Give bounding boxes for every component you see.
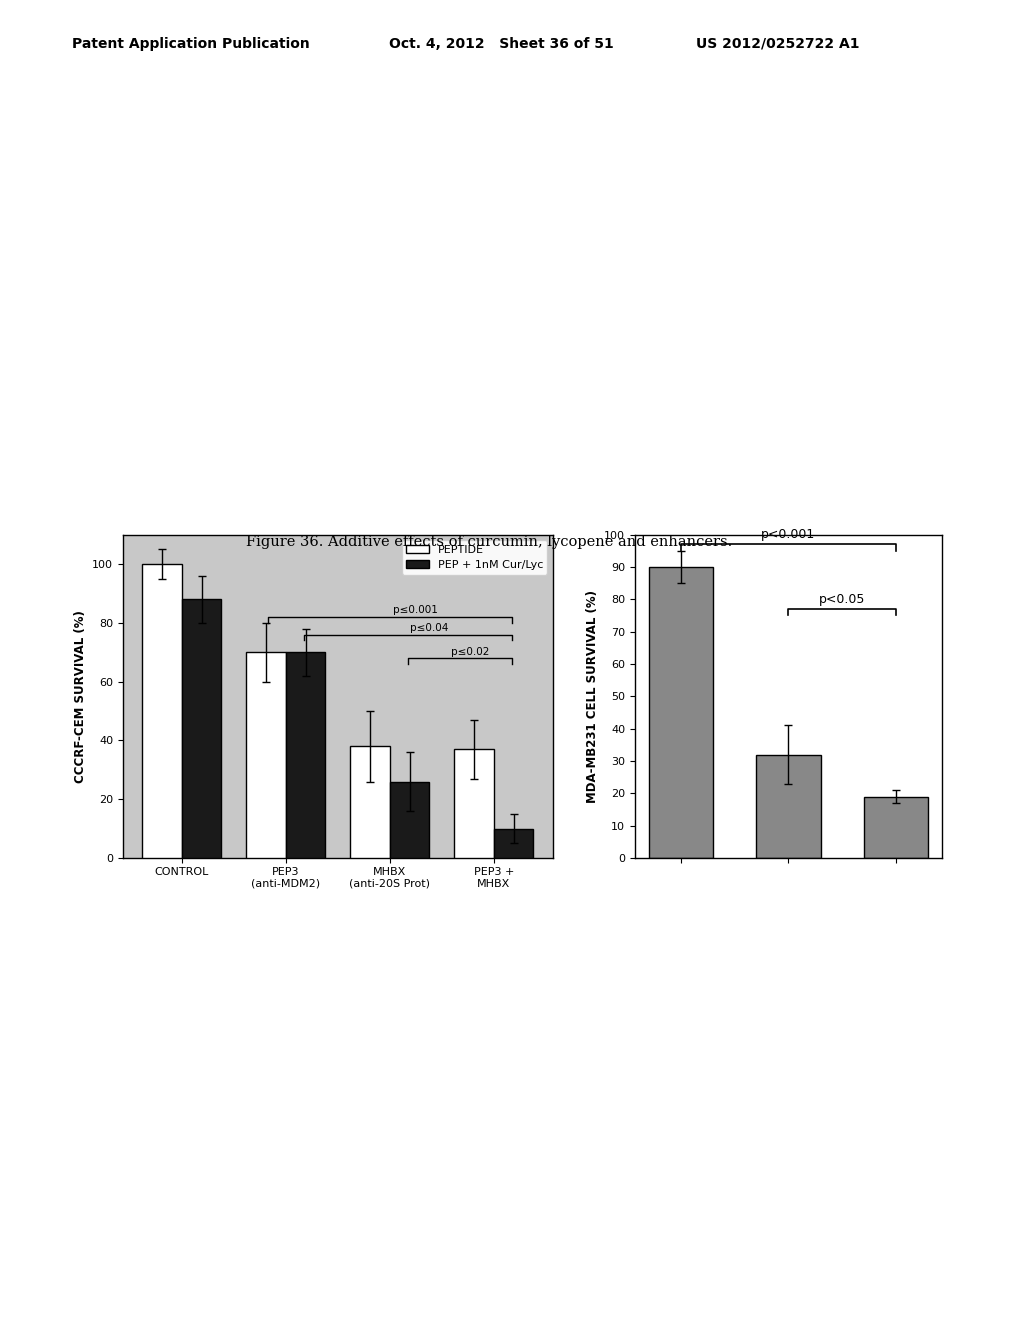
Bar — [286, 652, 326, 858]
Y-axis label: MDA-MB231 CELL SURVIVAL (%): MDA-MB231 CELL SURVIVAL (%) — [586, 590, 599, 803]
Bar — [863, 796, 928, 858]
Bar — [455, 750, 494, 858]
Legend: PEPTIDE, PEP + 1nM Cur/Lyc: PEPTIDE, PEP + 1nM Cur/Lyc — [402, 540, 548, 574]
Bar — [757, 755, 820, 858]
Y-axis label: CCCRF-CEM SURVIVAL (%): CCCRF-CEM SURVIVAL (%) — [74, 610, 87, 783]
Bar — [494, 829, 534, 858]
Text: p<0.001: p<0.001 — [762, 528, 815, 541]
Text: p≤0.001: p≤0.001 — [393, 606, 438, 615]
Bar — [182, 599, 221, 858]
Text: Figure 36. Additive effects of curcumin, lycopene and enhancers.: Figure 36. Additive effects of curcumin,… — [246, 535, 732, 549]
Text: p≤0.02: p≤0.02 — [452, 647, 489, 656]
Text: Patent Application Publication: Patent Application Publication — [72, 37, 309, 51]
Text: p<0.05: p<0.05 — [819, 593, 865, 606]
Bar — [142, 564, 182, 858]
Bar — [247, 652, 286, 858]
Bar — [649, 568, 714, 858]
Text: Oct. 4, 2012   Sheet 36 of 51: Oct. 4, 2012 Sheet 36 of 51 — [389, 37, 613, 51]
Text: p≤0.04: p≤0.04 — [410, 623, 449, 634]
Text: US 2012/0252722 A1: US 2012/0252722 A1 — [696, 37, 860, 51]
Bar — [390, 781, 429, 858]
Bar — [350, 746, 390, 858]
